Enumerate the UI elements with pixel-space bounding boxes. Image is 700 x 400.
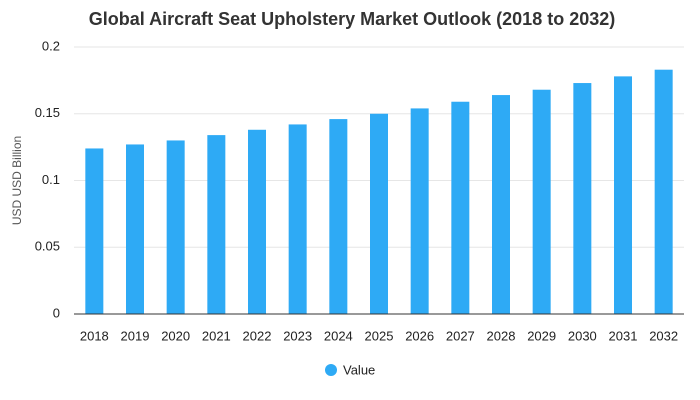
- x-tick-label: 2023: [283, 328, 312, 343]
- x-tick-label: 2020: [161, 328, 190, 343]
- x-tick-label: 2030: [568, 328, 597, 343]
- bar-2023[interactable]: [288, 124, 307, 315]
- bar-2018[interactable]: [85, 148, 104, 314]
- y-tick-label: 0: [53, 305, 60, 320]
- bar-2022[interactable]: [248, 129, 266, 314]
- x-tick-label: 2026: [405, 328, 434, 343]
- x-tick-label: 2032: [649, 328, 678, 343]
- bar-2032[interactable]: [654, 69, 673, 314]
- bar-2027[interactable]: [451, 101, 470, 314]
- bar-2029[interactable]: [532, 89, 551, 314]
- legend[interactable]: Value: [325, 362, 375, 377]
- x-tick-label: 2028: [487, 328, 516, 343]
- bar-2026[interactable]: [410, 108, 429, 314]
- bar-2021[interactable]: [207, 135, 226, 314]
- bar-2019[interactable]: [126, 144, 144, 314]
- bar-2030[interactable]: [573, 83, 592, 314]
- y-axis-title: USD USD Billion: [10, 136, 24, 225]
- x-tick-label: 2027: [446, 328, 475, 343]
- y-tick-label: 0.05: [35, 239, 60, 254]
- x-tick-label: 2018: [80, 328, 109, 343]
- bars-layer: [85, 69, 673, 315]
- bar-2025[interactable]: [370, 113, 388, 314]
- bar-2028[interactable]: [492, 95, 510, 314]
- bar-2020[interactable]: [166, 140, 185, 314]
- y-tick-label: 0.15: [35, 105, 60, 120]
- legend-marker: [325, 364, 337, 376]
- x-axis-ticks: 2018 2019 2020 2021 2022 2023 2024 2025 2026 2027…: [80, 328, 678, 343]
- y-axis-ticks: 0 0.05 0.1 0.15 0.2: [35, 38, 60, 320]
- x-tick-label: 2022: [243, 328, 272, 343]
- x-tick-label: 2019: [121, 328, 150, 343]
- legend-label: Value: [343, 362, 375, 377]
- x-tick-label: 2025: [365, 328, 394, 343]
- y-tick-label: 0.2: [42, 38, 60, 53]
- bar-2024[interactable]: [329, 119, 348, 314]
- y-tick-label: 0.1: [42, 172, 60, 187]
- chart-title: Global Aircraft Seat Upholstery Market O…: [89, 9, 615, 29]
- x-tick-label: 2021: [202, 328, 231, 343]
- x-tick-label: 2029: [527, 328, 556, 343]
- bar-2031[interactable]: [614, 76, 632, 315]
- x-tick-label: 2024: [324, 328, 353, 343]
- x-tick-label: 2031: [609, 328, 638, 343]
